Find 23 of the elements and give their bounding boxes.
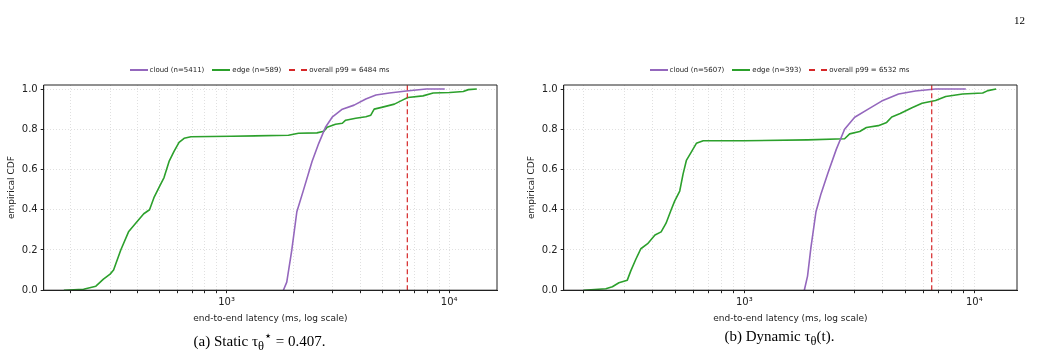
y-axis-title: empirical CDF	[525, 156, 536, 220]
y-tick-label: 0.4	[21, 203, 38, 215]
y-tick-label: 0.6	[21, 163, 38, 175]
y-axis-title: empirical CDF	[5, 156, 16, 220]
x-tick-label: 10⁴	[440, 295, 458, 307]
y-tick-label: 0.8	[541, 122, 558, 134]
y-tick-label: 0.8	[21, 122, 38, 134]
text: 12	[1014, 14, 1025, 26]
x-tick-label: 10³	[218, 295, 235, 307]
y-tick-label: 0.4	[541, 203, 558, 215]
y-tick-label: 0.6	[541, 163, 558, 175]
text: (b) Dynamic τ$_{θ}$(t).	[724, 328, 835, 349]
x-axis-title: end-to-end latency (ms, log scale)	[713, 312, 868, 323]
y-tick-label: 0.0	[541, 283, 558, 295]
y-tick-label: 1.0	[541, 82, 558, 94]
y-tick-label: 0.2	[541, 243, 558, 255]
y-tick-label: 0.2	[21, 243, 38, 255]
y-tick-label: 1.0	[21, 82, 38, 94]
y-tick-label: 0.0	[21, 283, 38, 295]
x-axis-title: end-to-end latency (ms, log scale)	[193, 312, 348, 323]
x-tick-label: 10⁴	[965, 295, 983, 307]
text: (a) Static τ$_{θ}$$^{⋆}$ = 0.407.	[193, 328, 326, 354]
x-tick-label: 10³	[735, 295, 753, 307]
